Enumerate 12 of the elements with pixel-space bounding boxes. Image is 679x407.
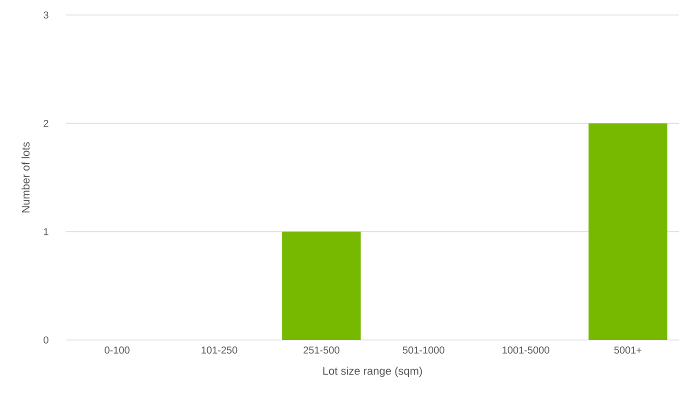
x-tick-label: 1001-5000 xyxy=(502,346,550,354)
y-axis-title: Number of lots xyxy=(22,142,30,212)
y-tick-label: 3 xyxy=(44,11,48,19)
x-tick-label: 0-100 xyxy=(104,346,130,354)
x-axis-title: Lot size range (sqm) xyxy=(323,366,422,377)
x-tick-label: 251-500 xyxy=(304,346,340,354)
x-tick-label: 501-1000 xyxy=(402,346,444,354)
x-tick-label: 5001+ xyxy=(614,346,642,354)
x-tick-label: 101-250 xyxy=(202,346,238,354)
y-tick-label: 0 xyxy=(44,336,48,344)
y-tick-label: 2 xyxy=(44,120,48,127)
y-tick-label: 1 xyxy=(44,228,48,236)
